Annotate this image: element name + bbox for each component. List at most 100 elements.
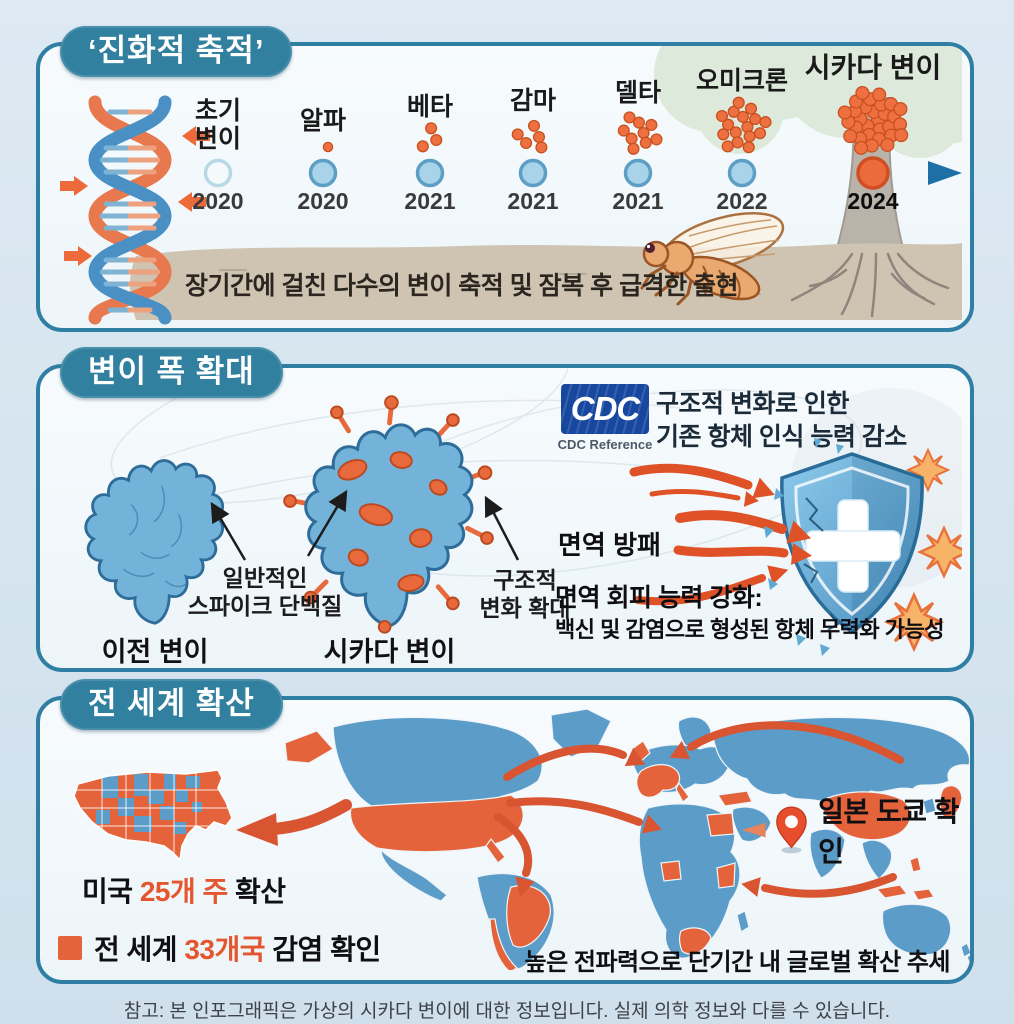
tree-roots — [790, 252, 950, 318]
antibody-note-line2: 기존 항체 인식 능력 감소 — [656, 423, 907, 451]
variant-label: 델타 — [615, 79, 661, 107]
map-countries-orange — [284, 730, 963, 970]
timeline-item: 델타 2021 — [612, 79, 663, 214]
virus-dot — [322, 141, 334, 153]
panel-evolution-title: ‘진화적 축적’ — [60, 26, 293, 77]
virus-dot — [880, 137, 895, 152]
evolution-caption: 장기간에 걸친 다수의 변이 축적 및 잠복 후 급격한 출현 — [185, 272, 739, 300]
footer-disclaimer: 참고: 본 인포그래픽은 가상의 시카다 변이에 대한 정보입니다. 실제 의학… — [123, 1001, 891, 1022]
shield-cracks — [803, 497, 840, 631]
virus-dot — [416, 140, 429, 153]
global-count: 33개국 — [184, 934, 266, 965]
shield-label: 면역 방패 — [558, 530, 661, 560]
antibody-note: 구조적 변화로 인한 기존 항체 인식 능력 감소 — [656, 388, 907, 454]
panel-mutation-title: 변이 폭 확대 — [60, 347, 283, 398]
virus-dot — [639, 136, 652, 149]
virus-dot — [645, 118, 658, 131]
variant-label: 알파 — [300, 107, 346, 135]
attack-arrows — [629, 463, 789, 606]
timeline-item: 오미크론 2022 — [696, 67, 788, 214]
virus-dot — [511, 128, 524, 141]
map-countries-blue — [332, 708, 970, 970]
dna-helix — [60, 95, 210, 325]
us-spread-count: 25개 주 — [139, 876, 228, 907]
timeline-item: 베타 2021 — [404, 93, 455, 214]
japan-label: 일본 도쿄 확인 — [818, 796, 960, 867]
location-pin-icon — [776, 806, 808, 854]
virus-dot — [742, 141, 755, 154]
evasion-note-line2: 백신 및 감염으로 형성된 항체 무력화 가능성 — [555, 617, 945, 642]
timeline-item: 감마 2021 — [507, 87, 558, 214]
virus-dot — [893, 101, 908, 117]
virus-dot — [527, 119, 541, 132]
small-left-arrow-icon — [741, 822, 766, 838]
variant-label: 오미크론 — [696, 67, 788, 95]
virus-dot — [732, 96, 745, 109]
shield-cross — [805, 499, 901, 593]
variant-year: 2024 — [847, 188, 898, 214]
variant-year: 2021 — [404, 188, 455, 214]
virus-dot — [623, 111, 636, 124]
cdc-logo: CDC — [561, 384, 649, 434]
virus-dot — [717, 128, 730, 141]
timeline-arrowhead — [928, 161, 962, 185]
virus-dot — [843, 129, 858, 144]
legend-swatch — [58, 936, 82, 960]
virus-dot — [749, 113, 762, 126]
virus-dot — [532, 130, 546, 144]
structural-annotation: 구조적 변화 확대 — [479, 567, 571, 621]
variant-year: 2021 — [612, 188, 663, 214]
virus-dot — [727, 105, 740, 118]
virus-dot — [736, 110, 749, 123]
virus-dot — [715, 109, 729, 123]
structural-change-patches — [337, 451, 448, 592]
global-suffix: 감염 확인 — [265, 934, 381, 965]
cdc-reference-block: CDC CDC Reference — [555, 384, 655, 452]
us-spread-label: 미국 25개 주 확산 — [82, 870, 286, 910]
us-spread-prefix: 미국 — [82, 876, 140, 907]
variant-label: 베타 — [407, 93, 453, 121]
variant-year: 2022 — [716, 188, 767, 214]
virus-dot — [520, 136, 533, 150]
spike-annotation: 일반적인 스파이크 단백질 — [187, 565, 343, 619]
virus-dot — [753, 127, 767, 140]
virus-dot — [744, 102, 758, 115]
timeline-node — [727, 158, 757, 188]
evasion-note: 면역 회피 능력 강화: 백신 및 감염으로 형성된 항체 무력화 가능성 — [555, 583, 945, 645]
timeline-item: 시카다 변이 2024 — [805, 52, 942, 214]
timeline-node — [856, 156, 890, 190]
mutation-arrow-icons — [60, 126, 210, 266]
dna-rungs — [99, 109, 161, 313]
us-spread-suffix: 확산 — [227, 876, 286, 907]
cicada-illustration — [640, 212, 785, 306]
virus-dot — [854, 140, 869, 155]
timeline-node — [308, 158, 338, 188]
timeline-node — [415, 158, 445, 188]
variant-label: 시카다 변이 — [805, 52, 942, 83]
virus-dot — [855, 85, 870, 101]
spread-arrows — [494, 721, 904, 898]
variant-year: 2020 — [192, 188, 243, 214]
spike-protein-cicada — [283, 395, 494, 634]
panel-evolution: 초기 변이 2020 알파 2020 베타 2021 감마 2021 델타 2021 오미크론 2022… — [36, 42, 974, 332]
evasion-note-line1: 면역 회피 능력 강화: — [555, 584, 763, 612]
trend-note: 높은 전파력으로 단기간 내 글로벌 확산 추세 — [524, 949, 951, 976]
ground — [130, 243, 962, 320]
japan-callout: 일본 도쿄 확인 — [740, 790, 970, 870]
variant-year: 2020 — [297, 188, 348, 214]
virus-dot — [722, 118, 735, 131]
immune-shield-scene — [629, 438, 962, 656]
panel-spread-title: 전 세계 확산 — [60, 679, 283, 730]
virus-dot — [627, 142, 640, 155]
world-map — [284, 708, 970, 970]
virus-dot — [721, 140, 734, 153]
shield-fragments — [764, 438, 844, 656]
variant-year: 2021 — [507, 188, 558, 214]
variant-label: 초기 변이 — [195, 97, 241, 153]
virus-dot — [650, 133, 663, 146]
cdc-caption: CDC Reference — [557, 437, 653, 452]
panel-mutation: 이전 변이 — [36, 364, 974, 672]
timeline-node — [623, 158, 653, 188]
timeline-node — [203, 158, 233, 188]
